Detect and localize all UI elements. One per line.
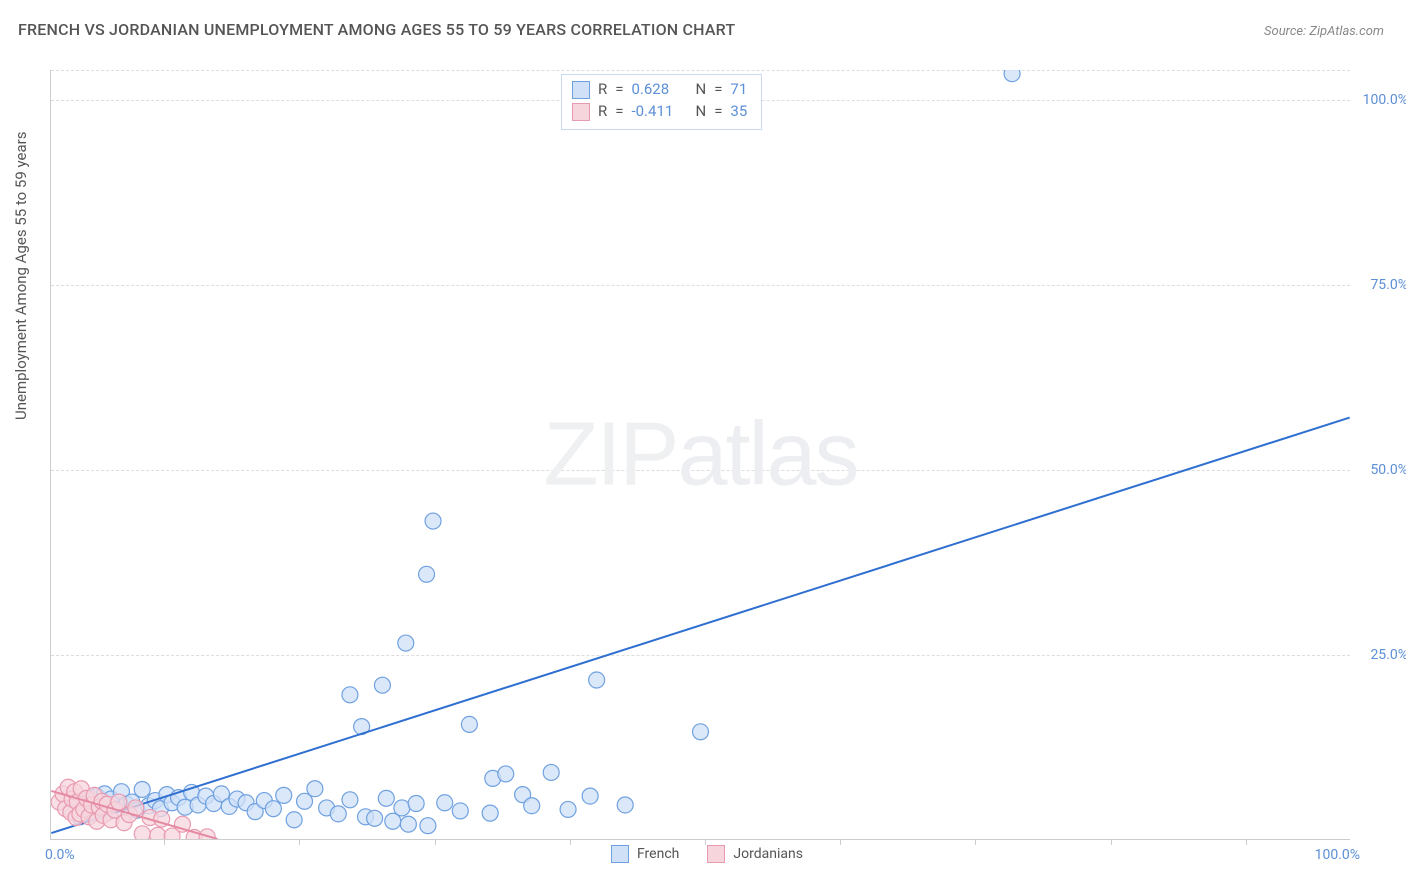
data-point bbox=[276, 787, 292, 803]
data-point bbox=[134, 826, 150, 839]
data-point bbox=[452, 803, 468, 819]
data-point bbox=[342, 792, 358, 808]
data-point bbox=[582, 788, 598, 804]
data-point bbox=[330, 806, 346, 822]
r-value: -0.411 bbox=[631, 101, 687, 123]
legend: French Jordanians bbox=[611, 845, 803, 863]
data-point bbox=[693, 724, 709, 740]
data-point bbox=[524, 798, 540, 814]
data-point bbox=[482, 805, 498, 821]
chart-svg bbox=[51, 70, 1350, 839]
data-point bbox=[394, 800, 410, 816]
y-tick-label: 100.0% bbox=[1363, 92, 1406, 108]
legend-item: French bbox=[611, 845, 679, 863]
x-tick bbox=[570, 839, 571, 845]
legend-item: Jordanians bbox=[707, 845, 803, 863]
correlation-stats-box: R=0.628N=71R=-0.411N=35 bbox=[561, 74, 762, 130]
data-point bbox=[498, 766, 514, 782]
legend-swatch bbox=[611, 845, 629, 863]
x-tick bbox=[164, 839, 165, 845]
data-point bbox=[374, 677, 390, 693]
x-tick bbox=[435, 839, 436, 845]
y-tick-label: 50.0% bbox=[1370, 462, 1406, 478]
data-point bbox=[437, 795, 453, 811]
series-swatch bbox=[572, 81, 590, 99]
y-tick-label: 25.0% bbox=[1370, 647, 1406, 663]
stats-row: R=0.628N=71 bbox=[572, 79, 747, 101]
plot-area: ZIPatlas R=0.628N=71R=-0.411N=35 0.0% 10… bbox=[50, 70, 1350, 840]
data-point bbox=[398, 635, 414, 651]
n-value: 35 bbox=[730, 101, 747, 123]
data-point bbox=[560, 801, 576, 817]
data-point bbox=[400, 816, 416, 832]
y-axis-label: Unemployment Among Ages 55 to 59 years bbox=[12, 132, 30, 420]
x-tick bbox=[975, 839, 976, 845]
data-point bbox=[420, 818, 436, 834]
source-label: Source: ZipAtlas.com bbox=[1264, 24, 1384, 39]
legend-label: Jordanians bbox=[733, 846, 803, 862]
n-value: 71 bbox=[730, 79, 747, 101]
data-point bbox=[419, 566, 435, 582]
data-point bbox=[265, 801, 281, 817]
data-point bbox=[617, 797, 633, 813]
data-point bbox=[307, 781, 323, 797]
x-tick-100: 100.0% bbox=[1315, 847, 1360, 863]
chart-title: FRENCH VS JORDANIAN UNEMPLOYMENT AMONG A… bbox=[18, 20, 735, 39]
x-tick bbox=[1111, 839, 1112, 845]
data-point bbox=[425, 513, 441, 529]
n-label: N bbox=[695, 79, 706, 101]
data-point bbox=[286, 812, 302, 828]
data-point bbox=[378, 790, 394, 806]
data-point bbox=[342, 687, 358, 703]
data-point bbox=[589, 672, 605, 688]
series-swatch bbox=[572, 103, 590, 121]
data-point bbox=[134, 781, 150, 797]
r-label: R bbox=[598, 79, 607, 101]
data-point bbox=[367, 810, 383, 826]
legend-swatch bbox=[707, 845, 725, 863]
n-label: N bbox=[695, 101, 706, 123]
x-tick bbox=[1246, 839, 1247, 845]
x-tick bbox=[840, 839, 841, 845]
data-point bbox=[543, 764, 559, 780]
data-point bbox=[150, 827, 166, 839]
x-tick bbox=[705, 839, 706, 845]
stats-row: R=-0.411N=35 bbox=[572, 101, 747, 123]
trend-line bbox=[51, 418, 1349, 834]
data-point bbox=[1004, 70, 1020, 82]
r-value: 0.628 bbox=[631, 79, 687, 101]
legend-label: French bbox=[637, 846, 679, 862]
r-label: R bbox=[598, 101, 607, 123]
x-tick bbox=[299, 839, 300, 845]
y-tick-label: 75.0% bbox=[1370, 277, 1406, 293]
data-point bbox=[461, 716, 477, 732]
x-tick-0: 0.0% bbox=[45, 847, 75, 863]
data-point bbox=[408, 796, 424, 812]
